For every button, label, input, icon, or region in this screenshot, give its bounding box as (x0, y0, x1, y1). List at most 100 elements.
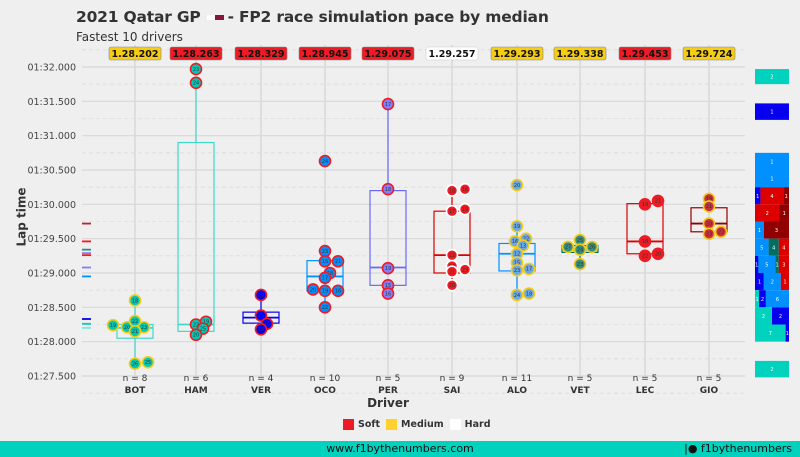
lap-number: 21 (706, 204, 712, 210)
legend-item-medium: Medium (386, 419, 444, 430)
lap-point (510, 178, 524, 192)
lap-point (561, 240, 575, 254)
x-tick-label: HAM (184, 386, 207, 396)
lap-number: 25 (200, 326, 206, 332)
histogram-cell (765, 290, 789, 308)
y-tick-label: 01:30.000 (27, 200, 76, 211)
histogram-cell (755, 204, 780, 222)
lap-number: 12 (514, 252, 520, 258)
histogram-cell (779, 204, 789, 222)
histogram-count: 4 (770, 194, 773, 200)
y-tick-label: 01:32.000 (27, 63, 76, 74)
sample-count: n = 4 (249, 374, 274, 384)
lap-point (189, 62, 203, 76)
median-badge-label: 1.28.263 (173, 49, 220, 60)
flag-icon (206, 15, 215, 20)
footer-handle-text: f1bythenumbers (700, 442, 792, 455)
footer-url-link[interactable]: www.f1bythenumbers.com (326, 442, 474, 455)
median-badge-label: 1.29.338 (557, 49, 604, 60)
x-axis-label: Driver (367, 396, 409, 410)
histogram-count: 3 (782, 262, 785, 268)
lap-point (516, 239, 530, 252)
lap-number: 23 (322, 249, 328, 255)
lap-number: 19 (110, 323, 116, 329)
lap-number: 17 (385, 102, 391, 108)
legend-swatch-soft (343, 419, 354, 430)
histogram-cell (768, 238, 779, 256)
lap-point (702, 227, 716, 241)
lap-point (651, 247, 665, 261)
median-badge-label: 1.29.293 (494, 49, 541, 60)
lap-number: 23 (462, 267, 468, 273)
lap-number: 18 (327, 271, 333, 277)
lap-number: 15 (258, 313, 264, 319)
lap-number: 19 (514, 224, 520, 230)
lap-point (522, 262, 536, 276)
lap-point (445, 204, 459, 218)
x-tick-label: PER (378, 386, 398, 396)
y-tick-label: 01:31.500 (27, 97, 76, 108)
lap-number: 20 (449, 283, 455, 289)
y-tick-label: 01:30.500 (27, 166, 76, 177)
histogram-count: 2 (779, 314, 782, 320)
y-tick-label: 01:28.000 (27, 337, 76, 348)
histogram-count: 2 (770, 75, 773, 81)
histogram-count: 1 (756, 194, 759, 200)
lap-number: 18 (258, 327, 264, 333)
histogram-cell (755, 187, 761, 205)
chart-subtitle: Fastest 10 drivers (76, 30, 183, 44)
y-tick-label: 01:29.000 (27, 269, 76, 280)
legend-item-hard: Hard (449, 419, 491, 430)
histogram-cell (755, 307, 772, 325)
histogram-count: 1 (758, 280, 761, 286)
lap-number: 26 (589, 245, 595, 251)
lap-number: 24 (514, 293, 520, 299)
x-tick-label: BOT (125, 386, 147, 396)
lap-number: 24 (577, 247, 583, 253)
median-badge-label: 1.29.257 (429, 49, 476, 60)
lap-number: 15 (385, 283, 391, 289)
lap-point (638, 249, 652, 263)
y-tick-label: 01:31.000 (27, 131, 76, 142)
histogram-count: 1 (770, 110, 773, 116)
lap-number: 17 (449, 209, 455, 215)
lap-point (445, 265, 459, 278)
lap-point (510, 220, 524, 233)
histogram-count: 1 (755, 297, 758, 303)
histogram-count: 1 (758, 228, 761, 234)
median-badge-label: 1.29.724 (686, 49, 733, 60)
lap-number: 15 (322, 259, 328, 265)
chart-title: 2021 Qatar GP - FP2 race simulation pace … (76, 8, 549, 26)
lap-number: 19 (203, 320, 209, 326)
lap-number: 19 (258, 293, 264, 299)
histogram-count: 1 (786, 331, 789, 337)
histogram-cell (755, 103, 789, 120)
lap-number: 16 (335, 289, 341, 295)
histogram-count: 5 (760, 245, 763, 251)
lap-number: 23 (141, 325, 147, 331)
histogram-count: 4 (772, 245, 775, 251)
histogram-cell (755, 255, 759, 273)
lap-number: 18 (449, 188, 455, 194)
lap-number: 24 (322, 159, 328, 165)
footer-handle: |● f1bythenumbers (684, 442, 792, 455)
lap-point (381, 182, 395, 196)
histogram-count: 1 (783, 211, 786, 217)
lap-number: 19 (462, 207, 468, 213)
lap-number: 23 (577, 262, 583, 268)
sample-count: n = 9 (440, 374, 465, 384)
histogram-cell (758, 255, 776, 273)
lap-point (254, 288, 268, 302)
title-text: 2021 Qatar GP (76, 8, 201, 26)
driver-group-vet: 1.29.338 25 27 24 26 23 n = 5 VET (553, 46, 607, 396)
median-badge-label: 1.28.202 (112, 49, 159, 60)
lap-number: 22 (193, 322, 199, 328)
legend-label-medium: Medium (401, 419, 444, 430)
lap-number: 20 (706, 221, 712, 227)
lap-number: 18 (385, 187, 391, 193)
median-badge (169, 46, 223, 61)
lap-number: 22 (449, 253, 455, 259)
lap-point (189, 76, 203, 90)
